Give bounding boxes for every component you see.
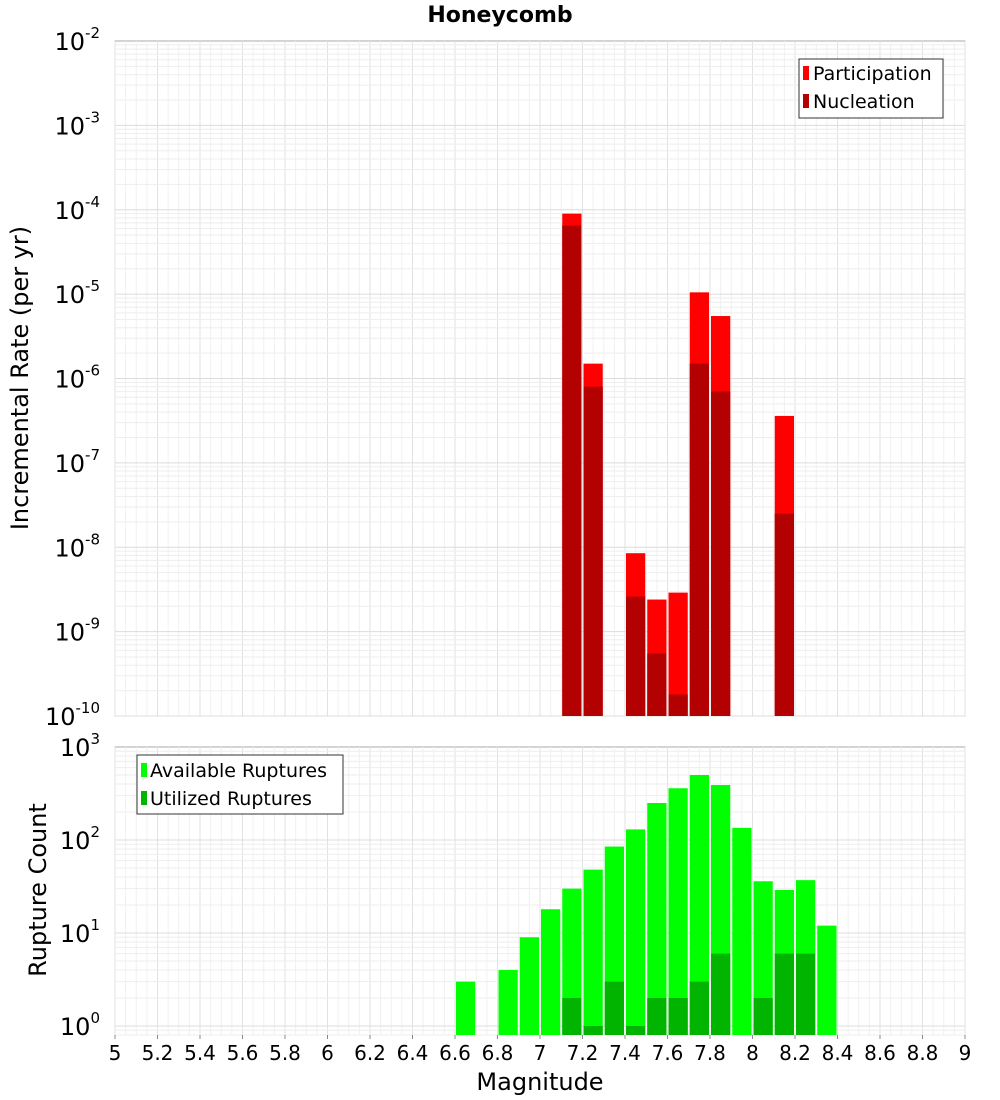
top-legend-box	[798, 58, 944, 119]
x-tick-label: 6.2	[354, 1041, 386, 1065]
x-tick-label: 9	[959, 1041, 972, 1065]
nucleation-bar	[689, 363, 709, 716]
top-y-tick-label: 10-6	[54, 362, 100, 394]
available-ruptures-legend-swatch	[141, 763, 147, 777]
x-tick-label: 5.2	[142, 1041, 174, 1065]
x-tick-label: 5	[109, 1041, 122, 1065]
available-ruptures-bar	[689, 774, 709, 1035]
x-tick-label: 6	[321, 1041, 334, 1065]
x-tick-label: 8.8	[907, 1041, 939, 1065]
utilized-ruptures-bar	[753, 997, 773, 1035]
utilized-ruptures-bar	[626, 1025, 646, 1035]
available-ruptures-legend-label: Available Ruptures	[150, 760, 327, 782]
top-bars	[562, 213, 794, 717]
nucleation-legend-label: Nucleation	[813, 91, 915, 113]
bottom-legend-box	[136, 754, 344, 815]
available-ruptures-bar	[626, 829, 646, 1035]
utilized-ruptures-legend-swatch	[141, 791, 147, 805]
available-ruptures-bar	[541, 909, 561, 1035]
available-ruptures-bar	[519, 937, 539, 1035]
x-tick-label: 5.8	[269, 1041, 301, 1065]
top-y-tick-label: 10-4	[54, 193, 100, 225]
top-y-tick-label: 10-7	[54, 446, 100, 478]
available-ruptures-bar	[817, 925, 837, 1035]
available-ruptures-bar	[732, 827, 752, 1035]
x-tick-label: 5.4	[184, 1041, 216, 1065]
top-y-tick-label: 10-3	[54, 108, 100, 140]
top-y-tick-labels: 10-10 10-9 10-8 10-7 10-6 10-5 10-4 10-3 10-2	[45, 24, 100, 731]
bottom-y-tick-label: 102	[60, 823, 100, 855]
bottom-y-tick-label: 103	[60, 730, 100, 762]
available-ruptures-bar	[668, 788, 688, 1035]
utilized-ruptures-bar	[796, 953, 816, 1035]
bottom-bars	[456, 774, 837, 1035]
nucleation-bar	[583, 386, 603, 716]
utilized-ruptures-legend-label: Utilized Ruptures	[150, 788, 312, 810]
top-y-tick-label: 10-8	[54, 530, 100, 562]
x-tick-label: 8.6	[864, 1041, 896, 1065]
utilized-ruptures-bar	[562, 997, 582, 1035]
participation-bar	[668, 592, 688, 716]
x-tick-label: 5.6	[227, 1041, 259, 1065]
x-tick-label: 7	[534, 1041, 547, 1065]
x-tick-label: 7.4	[609, 1041, 641, 1065]
utilized-ruptures-bar	[668, 997, 688, 1035]
available-ruptures-bar	[498, 969, 518, 1035]
nucleation-bar	[711, 391, 731, 716]
participation-legend-label: Participation	[813, 63, 932, 85]
top-legend: Participation Nucleation	[798, 58, 944, 119]
bottom-y-axis-label: Rupture Count	[24, 803, 52, 977]
available-ruptures-bar	[647, 802, 667, 1035]
utilized-ruptures-bar	[604, 981, 624, 1035]
chart-title: Honeycomb	[427, 3, 572, 28]
nucleation-bar	[626, 596, 646, 716]
available-ruptures-bar	[456, 981, 476, 1035]
x-tick-label: 6.4	[397, 1041, 429, 1065]
x-axis-label: Magnitude	[476, 1068, 603, 1096]
nucleation-bar	[647, 653, 667, 716]
bottom-y-tick-labels: 100 101 102 103	[60, 730, 100, 1041]
x-tick-label: 7.2	[567, 1041, 599, 1065]
utilized-ruptures-bar	[583, 1025, 603, 1035]
x-tick-label: 8.2	[779, 1041, 811, 1065]
utilized-ruptures-bar	[711, 953, 731, 1035]
x-tick-label: 7.8	[694, 1041, 726, 1065]
x-tick-label: 6.8	[482, 1041, 514, 1065]
utilized-ruptures-bar	[689, 981, 709, 1035]
nucleation-bar	[562, 225, 582, 716]
x-tick-labels: 5 5.2 5.4 5.6 5.8 6 6.2 6.4 6.6 6.8 7 7.2 7.4 7.6 7.8 8…	[109, 1035, 972, 1065]
nucleation-legend-swatch	[803, 94, 809, 108]
x-tick-label: 8	[746, 1041, 759, 1065]
nucleation-bar	[774, 513, 794, 716]
x-tick-label: 7.6	[652, 1041, 684, 1065]
bottom-y-tick-label: 100	[60, 1009, 100, 1041]
top-y-axis-label: Incremental Rate (per yr)	[6, 226, 34, 530]
top-y-tick-label: 10-2	[54, 24, 100, 56]
utilized-ruptures-bar	[647, 997, 667, 1035]
bottom-y-tick-label: 101	[60, 916, 100, 948]
top-y-tick-label: 10-5	[54, 277, 100, 309]
top-y-tick-label: 10-10	[45, 699, 100, 731]
top-y-tick-label: 10-9	[54, 615, 100, 647]
available-ruptures-bar	[583, 869, 603, 1035]
nucleation-bar	[668, 694, 688, 716]
x-tick-label: 6.6	[439, 1041, 471, 1065]
top-grid	[114, 41, 966, 717]
utilized-ruptures-bar	[774, 953, 794, 1035]
bottom-legend: Available Ruptures Utilized Ruptures	[136, 754, 344, 815]
available-ruptures-bar	[753, 881, 773, 1035]
participation-legend-swatch	[803, 66, 809, 80]
x-tick-label: 8.4	[822, 1041, 854, 1065]
